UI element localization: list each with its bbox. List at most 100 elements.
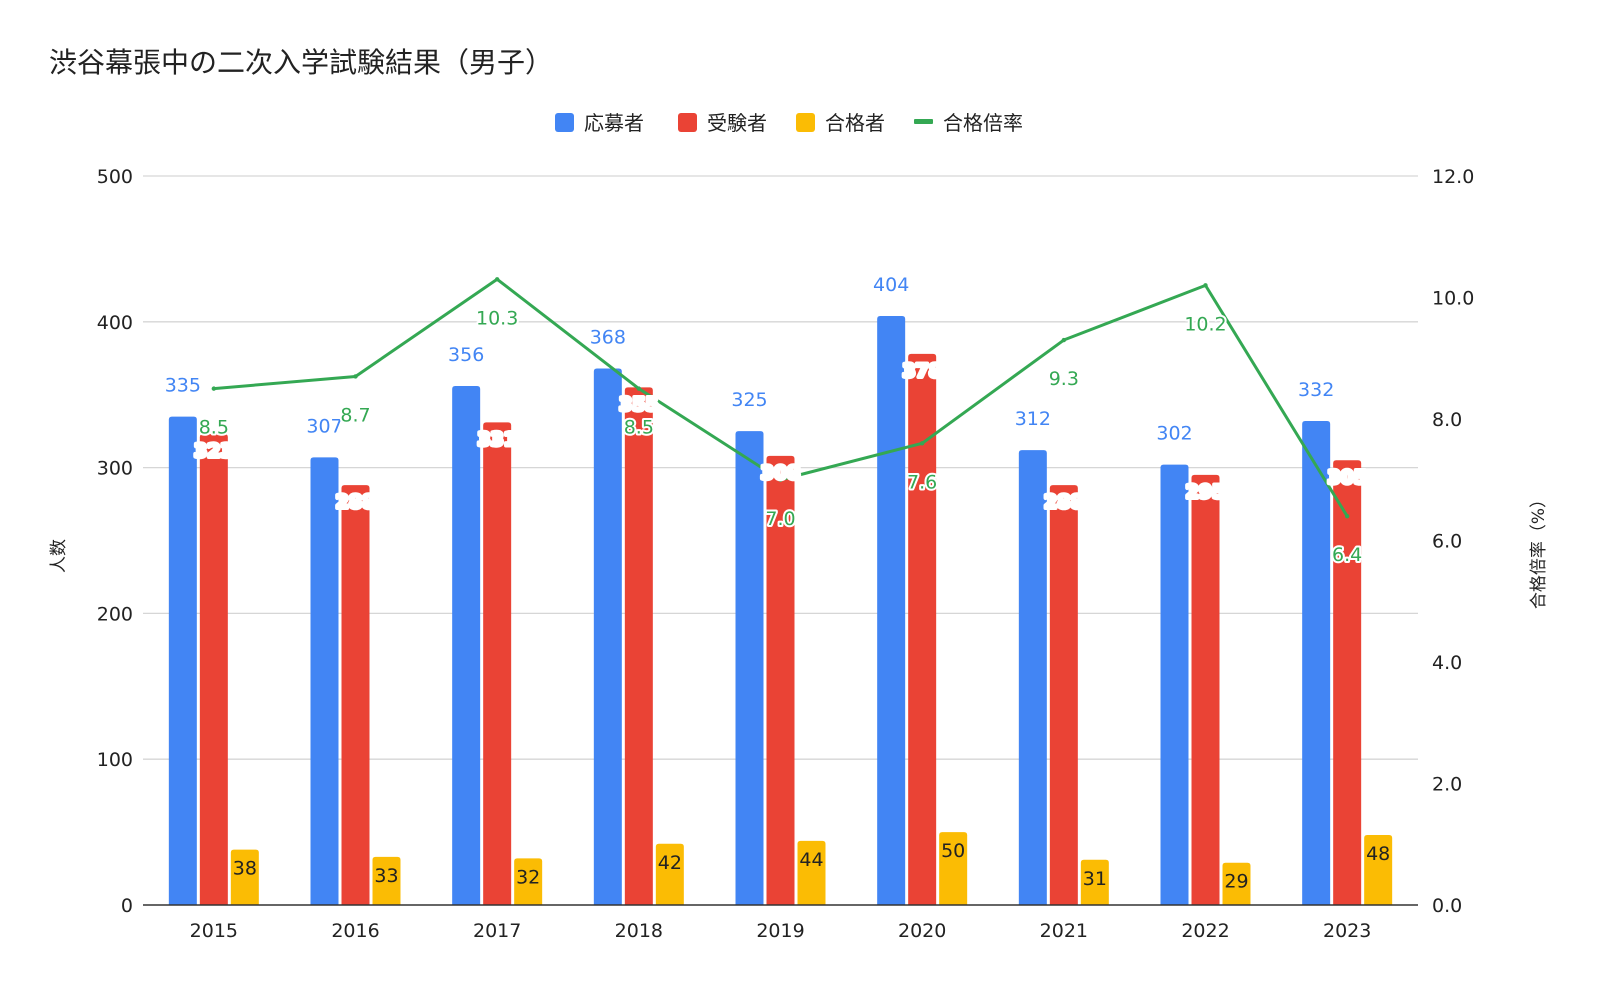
bar-応募者 xyxy=(735,431,764,905)
bar-応募者 xyxy=(1160,464,1189,905)
x-tick-label: 2018 xyxy=(615,920,663,942)
bar-合格者 xyxy=(514,858,543,905)
x-tick-label: 2023 xyxy=(1323,920,1371,942)
data-label: 323 xyxy=(194,440,234,462)
legend-swatch xyxy=(678,113,697,132)
y-tick-label-right: 0.0 xyxy=(1432,895,1462,917)
y-tick-label-right: 4.0 xyxy=(1432,652,1462,674)
data-label: 404 xyxy=(873,274,909,296)
legend-label: 応募者 xyxy=(584,111,644,135)
data-label: 288 xyxy=(336,491,376,513)
line-data-label: 8.5 xyxy=(199,417,229,439)
data-label: 307 xyxy=(306,415,342,437)
data-label: 29 xyxy=(1224,871,1248,893)
line-data-label: 6.4 xyxy=(1332,544,1362,566)
chart-title: 渋谷幕張中の二次入学試験結果（男子） xyxy=(49,46,553,79)
bars xyxy=(168,315,1393,906)
legend-label: 受験者 xyxy=(707,111,767,135)
x-tick-label: 2015 xyxy=(190,920,238,942)
data-label: 331 xyxy=(477,428,517,450)
data-label: 33 xyxy=(374,865,398,887)
bar-受験者 xyxy=(341,485,370,905)
bar-受験者 xyxy=(1333,460,1362,905)
data-label: 305 xyxy=(1327,466,1367,488)
bar-受験者 xyxy=(624,387,653,905)
line-data-label: 10.2 xyxy=(1184,313,1226,335)
legend-label: 合格者 xyxy=(825,111,885,135)
line-point xyxy=(353,374,358,379)
data-label: 295 xyxy=(1186,481,1226,503)
data-label: 355 xyxy=(619,393,659,415)
bar-合格者 xyxy=(939,832,968,905)
legend-item: 合格倍率 xyxy=(914,111,1023,135)
data-label: 312 xyxy=(1015,408,1051,430)
data-label: 302 xyxy=(1156,423,1192,445)
data-label: 31 xyxy=(1083,868,1107,890)
legend-item: 受験者 xyxy=(678,111,767,135)
y-tick-label-right: 6.0 xyxy=(1432,531,1462,553)
legend-swatch-line xyxy=(914,119,933,124)
bar-合格者 xyxy=(797,840,826,905)
y-tick-label-left: 0 xyxy=(121,895,133,917)
y-tick-label-right: 8.0 xyxy=(1432,409,1462,431)
y-tick-label-left: 100 xyxy=(97,749,133,771)
bar-応募者 xyxy=(1302,420,1331,905)
bar-応募者 xyxy=(168,416,197,905)
y-tick-label-right: 2.0 xyxy=(1432,774,1462,796)
bar-応募者 xyxy=(1018,450,1047,905)
line-point xyxy=(211,386,217,391)
x-tick-label: 2017 xyxy=(473,920,521,942)
legend-swatch xyxy=(796,113,815,132)
line-series xyxy=(211,277,1350,519)
bar-応募者 xyxy=(593,368,622,905)
bar-受験者 xyxy=(766,455,795,905)
x-tick-label: 2016 xyxy=(331,920,379,942)
data-label: 44 xyxy=(799,849,823,871)
data-label: 42 xyxy=(658,852,682,874)
y-axis-left-label: 人数 xyxy=(49,539,69,573)
data-labels: 335 307 356 368 325 404 312 302 332 323 288 331 355 3… xyxy=(165,274,1391,893)
data-label: 308 xyxy=(761,462,801,484)
data-label: 356 xyxy=(448,344,484,366)
data-label: 38 xyxy=(233,858,257,880)
line-data-label: 7.0 xyxy=(765,508,795,530)
bar-合格者 xyxy=(655,843,684,905)
bar-応募者 xyxy=(310,457,339,905)
bar-合格者 xyxy=(1364,835,1393,905)
data-label: 288 xyxy=(1044,491,1084,513)
x-tick-label: 2020 xyxy=(898,920,946,942)
y-tick-label-right: 10.0 xyxy=(1432,288,1474,310)
legend-swatch xyxy=(555,113,574,132)
line-point xyxy=(1344,514,1350,519)
legend-item: 応募者 xyxy=(555,111,644,135)
bar-受験者 xyxy=(483,422,512,905)
data-label: 378 xyxy=(902,360,942,382)
data-label: 32 xyxy=(516,866,540,888)
bar-合格者 xyxy=(230,849,259,905)
data-label: 335 xyxy=(165,375,201,397)
line-point xyxy=(778,477,783,482)
y-tick-label-left: 500 xyxy=(97,166,133,188)
line-point xyxy=(1061,337,1067,343)
y-tick-label-left: 400 xyxy=(97,312,133,334)
y-tick-label-left: 300 xyxy=(97,458,133,480)
line-data-label: 7.6 xyxy=(907,471,937,493)
bar-合格者 xyxy=(1080,859,1109,905)
x-tick-label: 2022 xyxy=(1181,920,1229,942)
legend-item: 合格者 xyxy=(796,111,885,135)
data-label: 332 xyxy=(1298,379,1334,401)
axes: 0 100 200 300 400 500 0.0 2.0 4.0 6.0 8.0 10.0 12.0 2… xyxy=(97,166,1475,942)
data-label: 368 xyxy=(590,326,626,348)
bar-受験者 xyxy=(1191,474,1220,905)
line-data-label: 8.5 xyxy=(624,417,654,439)
line-point xyxy=(636,386,642,391)
y-tick-label-right: 12.0 xyxy=(1432,166,1474,188)
bar-受験者 xyxy=(1049,485,1078,905)
line-point xyxy=(494,277,500,282)
y-tick-label-left: 200 xyxy=(97,603,133,625)
bar-合格者 xyxy=(372,856,401,905)
x-tick-label: 2019 xyxy=(756,920,804,942)
line-point xyxy=(919,441,925,446)
x-tick-label: 2021 xyxy=(1040,920,1088,942)
